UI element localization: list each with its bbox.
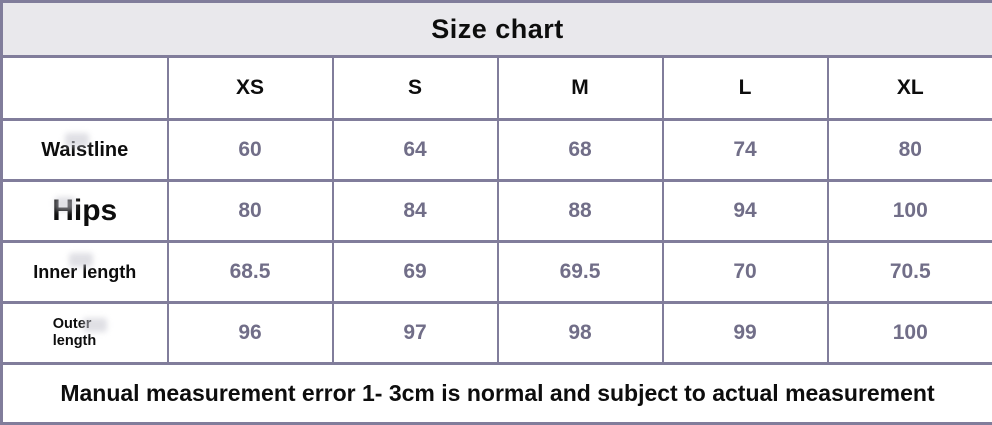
cell-value: 97 <box>333 303 498 364</box>
cell-value: 96 <box>168 303 333 364</box>
cell-value: 74 <box>663 120 828 181</box>
cell-value: 84 <box>333 181 498 242</box>
cell-value: 88 <box>498 181 663 242</box>
row-label-text: Hips <box>52 194 117 227</box>
title-row: Size chart <box>2 2 992 57</box>
column-header-xl: XL <box>828 57 992 120</box>
cell-value: 69 <box>333 242 498 303</box>
cell-value: 99 <box>663 303 828 364</box>
column-header-l: L <box>663 57 828 120</box>
cell-value: 80 <box>828 120 992 181</box>
cell-value: 80 <box>168 181 333 242</box>
row-label: Inner length <box>2 242 168 303</box>
column-header-s: S <box>333 57 498 120</box>
cell-value: 70.5 <box>828 242 992 303</box>
note-row: Manual measurement error 1- 3cm is norma… <box>2 364 992 424</box>
cell-value: 94 <box>663 181 828 242</box>
cell-value: 70 <box>663 242 828 303</box>
measurement-note: Manual measurement error 1- 3cm is norma… <box>2 364 992 424</box>
row-label-text: Waistline <box>41 139 128 161</box>
column-header-m: M <box>498 57 663 120</box>
row-label-text: Inner length <box>33 262 136 282</box>
cell-value: 100 <box>828 181 992 242</box>
row-label: Hips <box>2 181 168 242</box>
row-label: Outer length <box>2 303 168 364</box>
row-label-text: Outer length <box>53 316 117 349</box>
page-title: Size chart <box>2 2 992 57</box>
cell-value: 100 <box>828 303 992 364</box>
column-header-xs: XS <box>168 57 333 120</box>
cell-value: 69.5 <box>498 242 663 303</box>
corner-cell <box>2 57 168 120</box>
cell-value: 68.5 <box>168 242 333 303</box>
cell-value: 60 <box>168 120 333 181</box>
cell-value: 98 <box>498 303 663 364</box>
row-label: Waistline <box>2 120 168 181</box>
cell-value: 64 <box>333 120 498 181</box>
cell-value: 68 <box>498 120 663 181</box>
